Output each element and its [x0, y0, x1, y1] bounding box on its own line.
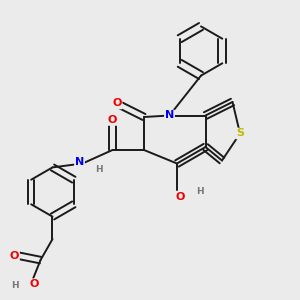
- Text: H: H: [95, 165, 103, 174]
- Text: H: H: [11, 280, 19, 290]
- Text: N: N: [75, 157, 84, 167]
- Text: O: O: [10, 250, 19, 261]
- Text: O: O: [108, 115, 117, 125]
- Text: O: O: [175, 191, 185, 202]
- Text: S: S: [236, 128, 244, 139]
- Text: H: H: [196, 188, 203, 196]
- Text: N: N: [165, 110, 174, 121]
- Text: O: O: [30, 279, 39, 289]
- Text: O: O: [112, 98, 122, 109]
